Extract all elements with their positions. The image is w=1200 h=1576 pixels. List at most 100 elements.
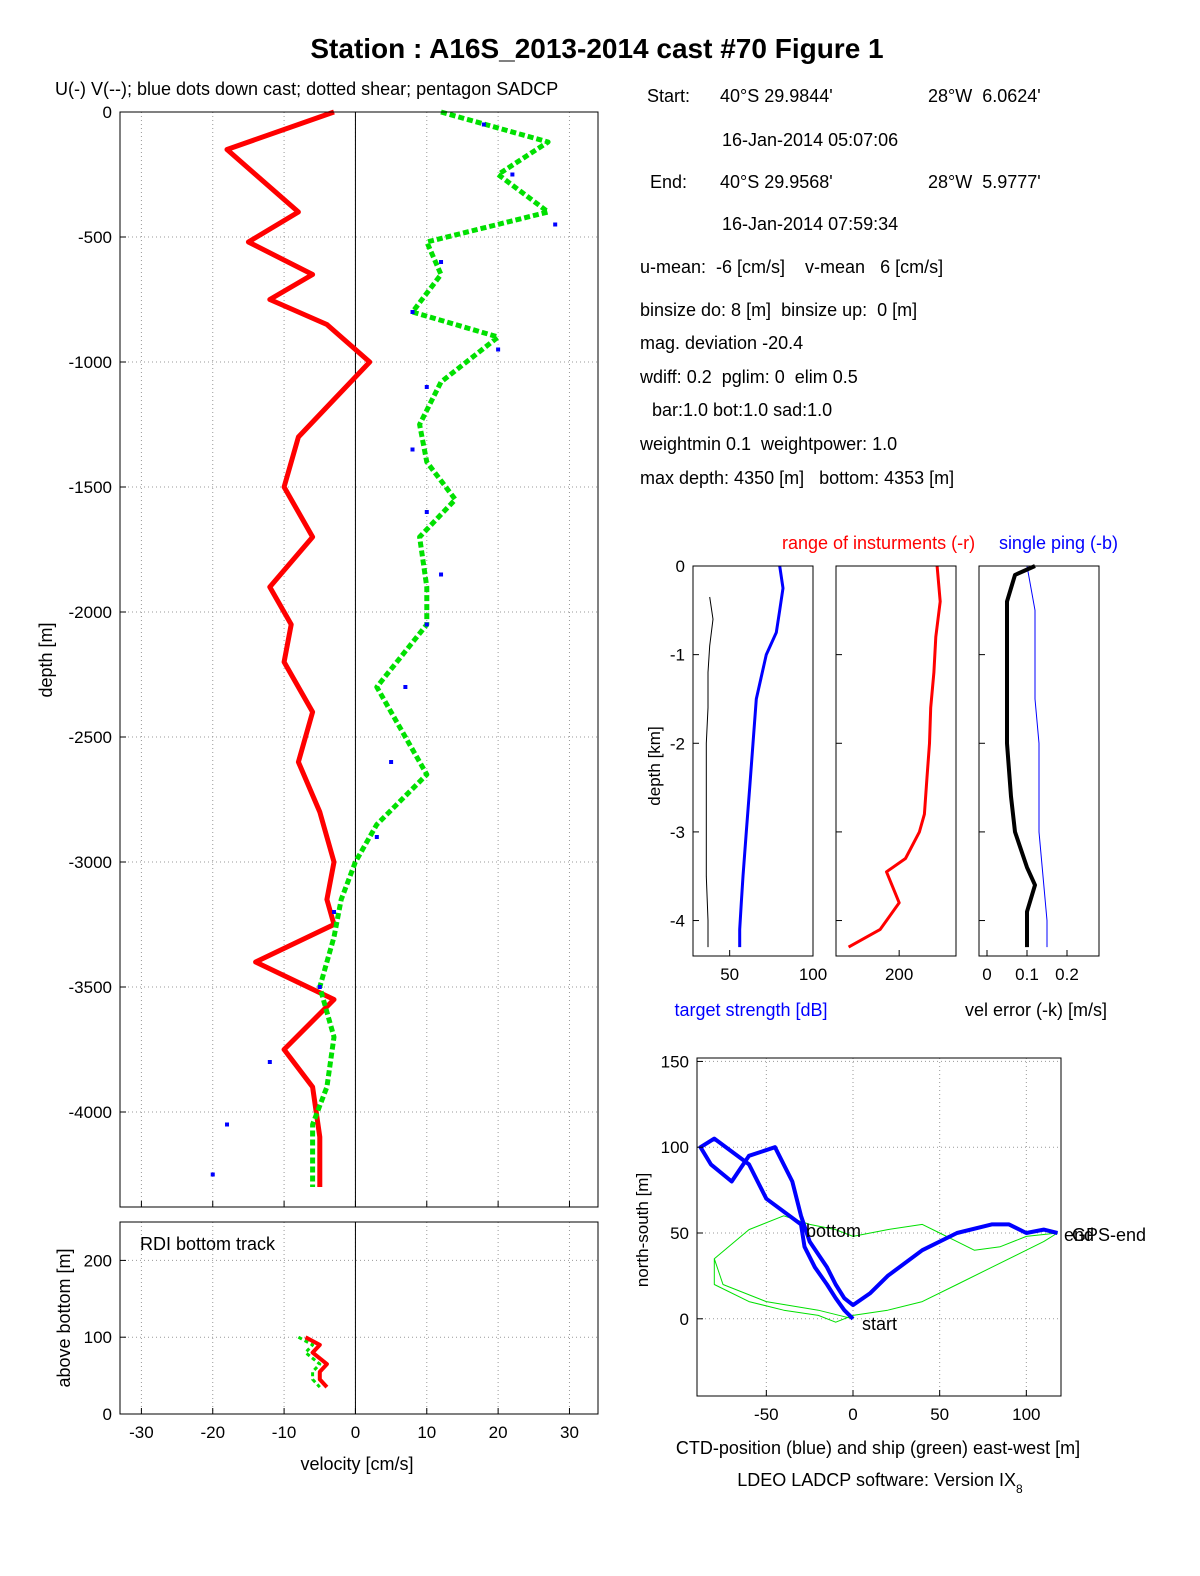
y-tick-label: 200: [84, 1251, 112, 1270]
y-tick-label: -4: [670, 912, 685, 931]
annotation-end: end: [1064, 1225, 1094, 1245]
end-time: 16-Jan-2014 07:59:34: [722, 214, 899, 234]
x-tick-label: -20: [200, 1423, 225, 1442]
data-point: [424, 510, 429, 514]
y-tick-label: -3: [670, 823, 685, 842]
position-panel: -50 0 50 100 0 50 100 150: [661, 1052, 1062, 1424]
series-line: [705, 596, 714, 948]
y-tick-label: -4000: [69, 1103, 112, 1122]
x-tick-label: 100: [1012, 1405, 1040, 1424]
x-tick-label: 0.1: [1015, 965, 1039, 984]
data-point: [410, 310, 415, 314]
data-point: [439, 260, 444, 264]
position-ylabel: north-south [m]: [633, 1173, 652, 1287]
y-tick-label: 0: [680, 1310, 689, 1329]
bottom-ylabel: above bottom [m]: [54, 1248, 74, 1387]
annotation-start: start: [862, 1314, 897, 1334]
wdiff-settings: wdiff: 0.2 pglim: 0 elim 0.5: [640, 367, 858, 387]
plot-frame: [692, 565, 814, 957]
software-text: LDEO LADCP software: Version IX: [737, 1470, 1016, 1490]
y-tick-label: -1: [670, 646, 685, 665]
y-tick-label: -3000: [69, 853, 112, 872]
series-line: [713, 1215, 1058, 1323]
velocity-ylabel: depth [m]: [36, 622, 56, 697]
series-line: [310, 109, 551, 1187]
start-lon: 28°W 6.0624': [928, 86, 1041, 106]
start-label: Start:: [647, 86, 691, 106]
data-point: [317, 985, 322, 989]
x-tick-label: -30: [129, 1423, 154, 1442]
data-point: [403, 685, 408, 689]
data-point: [210, 1172, 215, 1177]
data-point: [553, 222, 558, 227]
weight-settings: weightmin 0.1 weightpower: 1.0: [640, 434, 898, 454]
data-point: [510, 172, 515, 177]
y-tick-label: -2500: [69, 728, 112, 747]
x-tick-label: 20: [489, 1423, 508, 1442]
data-point: [225, 1122, 230, 1127]
x-tick-label: 10: [417, 1423, 436, 1442]
series-line: [698, 1136, 1058, 1321]
max-depth: max depth: 4350 [m] bottom: 4353 [m]: [640, 468, 955, 488]
data-point: [496, 347, 501, 352]
end-label: End:: [650, 172, 688, 192]
plot-frame: [696, 1057, 1062, 1397]
series-line: [738, 565, 785, 948]
series-line: [297, 1335, 322, 1389]
x-tick-label: 50: [720, 965, 739, 984]
series-line: [847, 565, 942, 949]
start-time: 16-Jan-2014 05:07:06: [722, 130, 899, 150]
velocity-profile-panel: 0 -500 -1000 -1500 -2000 -2500 -3000 -3500 -4000: [69, 103, 599, 1208]
end-lat: 40°S 29.9568': [720, 172, 833, 192]
data-point: [410, 447, 415, 452]
x-tick-label: 50: [930, 1405, 949, 1424]
plot-frame: [119, 1221, 599, 1415]
plot-area: [120, 1222, 598, 1414]
end-lon: 28°W 5.9777': [928, 172, 1041, 192]
y-tick-label: 100: [84, 1328, 112, 1347]
y-tick-label: -500: [78, 228, 112, 247]
series-line: [224, 109, 373, 1187]
series-line: [1005, 564, 1037, 948]
y-tick-label: 0: [103, 103, 112, 122]
y-tick-label: 0: [103, 1405, 112, 1424]
x-tick-label: -10: [272, 1423, 297, 1442]
vel-error-xlabel: vel error (-k) [m/s]: [965, 1000, 1107, 1020]
position-xlabel: CTD-position (blue) and ship (green) eas…: [676, 1438, 1080, 1458]
y-tick-label: -1500: [69, 478, 112, 497]
weights-bar-bot-sad: bar:1.0 bot:1.0 sad:1.0: [652, 400, 833, 420]
start-lat: 40°S 29.9844': [720, 86, 833, 106]
target-strength-panel: 50 100 0 -1 -2 -3 -4: [670, 557, 827, 984]
plot-frame: [119, 111, 599, 1208]
velocity-xlabel: velocity [cm/s]: [300, 1454, 413, 1474]
range-panel: 200: [835, 565, 957, 984]
x-tick-label: -50: [754, 1405, 779, 1424]
target-strength-xlabel: target strength [dB]: [674, 1000, 827, 1020]
software-version: LDEO LADCP software: Version IX8: [737, 1470, 1023, 1496]
y-tick-label: 0: [676, 557, 685, 576]
plot-frame: [978, 565, 1100, 957]
plot-area: [697, 1058, 1061, 1396]
vel-error-panel: 0 0.1 0.2: [978, 564, 1100, 984]
depth-km-label: depth [km]: [645, 726, 664, 805]
range-legend: range of insturments (-r): [782, 533, 975, 553]
y-tick-label: 100: [661, 1138, 689, 1157]
data-point: [267, 1060, 272, 1064]
series-line: [1026, 565, 1048, 948]
single-ping-legend: single ping (-b): [999, 533, 1118, 553]
x-tick-label: 100: [799, 965, 827, 984]
plot-frame: [835, 565, 957, 957]
binsize: binsize do: 8 [m] binsize up: 0 [m]: [640, 300, 918, 320]
mag-deviation: mag. deviation -20.4: [640, 333, 804, 353]
figure-subtitle: U(-) V(--); blue dots down cast; dotted …: [55, 79, 558, 99]
x-tick-label: 200: [885, 965, 913, 984]
mean-velocity: u-mean: -6 [cm/s] v-mean 6 [cm/s]: [640, 257, 944, 277]
data-point: [481, 122, 486, 127]
bottom-track-legend: RDI bottom track: [140, 1234, 276, 1254]
software-subscript: 8: [1016, 1482, 1023, 1496]
data-point: [424, 385, 429, 389]
series-line: [304, 1335, 329, 1389]
y-tick-label: -2000: [69, 603, 112, 622]
bottom-track-panel: -30 -20 -10 0 10 20 30 0 100 200: [84, 1221, 599, 1442]
y-tick-label: -3500: [69, 978, 112, 997]
